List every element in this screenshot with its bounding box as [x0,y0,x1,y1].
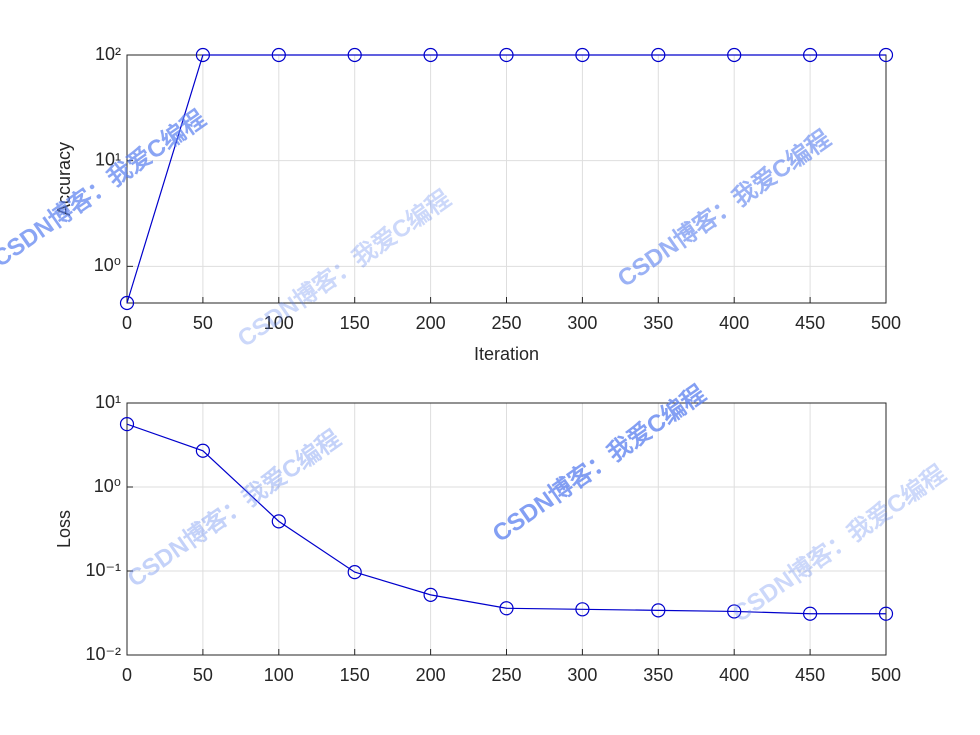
y-tick-label: 10¹ [95,149,121,169]
marker [347,565,362,580]
y-tick-label: 10¹ [95,392,121,412]
marker [878,606,894,621]
x-axis-label: Iteration [474,344,539,364]
y-axis-label: Loss [54,510,74,548]
y-tick-label: 10² [95,44,121,64]
marker [195,443,210,458]
marker [119,417,135,432]
x-tick-label: 500 [871,665,901,685]
x-tick-label: 500 [871,313,901,333]
marker [802,47,818,63]
x-tick-label: 200 [416,313,446,333]
x-tick-label: 350 [643,313,673,333]
x-tick-label: 400 [719,313,749,333]
line [126,423,886,615]
x-tick-label: 0 [122,313,132,333]
x-tick-label: 250 [491,665,521,685]
y-tick-label: 10⁰ [94,476,121,496]
x-tick-label: 50 [193,313,213,333]
line [126,54,886,304]
marker [878,47,894,63]
marker [575,602,590,617]
x-tick-label: 50 [193,665,213,685]
y-tick-label: 10⁻² [85,644,121,664]
x-tick-label: 150 [340,665,370,685]
marker [119,295,135,311]
marker [651,47,666,63]
marker [347,47,362,63]
marker [271,514,286,529]
x-tick-label: 400 [719,665,749,685]
x-tick-label: 100 [264,313,294,333]
marker [802,606,818,621]
marker [271,47,286,63]
y-tick-label: 10⁻¹ [85,560,121,580]
x-tick-label: 100 [264,665,294,685]
x-tick-label: 250 [491,313,521,333]
marker [499,601,514,616]
marker [727,604,742,619]
marker [423,587,438,602]
x-tick-label: 0 [122,665,132,685]
axes-box [126,402,887,656]
x-tick-label: 200 [416,665,446,685]
marker [499,47,514,63]
x-tick-label: 350 [643,665,673,685]
x-tick-label: 150 [340,313,370,333]
x-tick-label: 450 [795,313,825,333]
y-tick-label: 10⁰ [94,255,121,275]
marker [651,603,666,618]
x-tick-label: 300 [567,665,597,685]
marker [727,47,742,63]
x-tick-label: 450 [795,665,825,685]
marker [575,47,590,63]
y-axis-label: Accuracy [54,142,74,216]
marker [423,47,438,63]
marker [195,47,210,63]
x-tick-label: 300 [567,313,597,333]
